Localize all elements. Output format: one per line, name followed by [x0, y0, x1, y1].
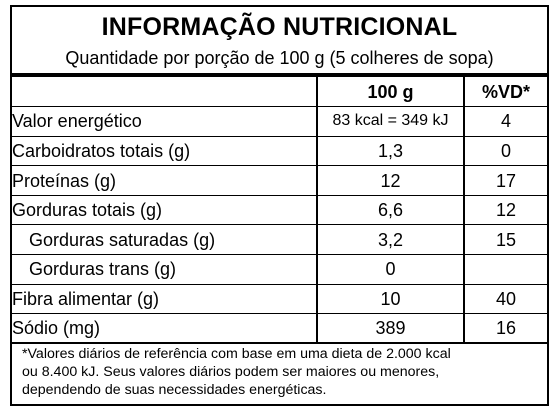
footnote-line: *Valores diários de referência com base …	[22, 346, 451, 362]
portion-size: Quantidade por porção de 100 g (5 colher…	[65, 48, 494, 68]
nutrient-name: Fibra alimentar (g)	[12, 284, 317, 315]
nutrient-amount: 10	[316, 284, 464, 315]
nutrient-amount: 12	[316, 165, 464, 196]
table-row: Gorduras totais (g) 6,6 12	[12, 195, 547, 226]
nutrient-daily-value	[463, 254, 547, 285]
nutrient-name: Gorduras saturadas (g)	[12, 224, 317, 256]
nutrient-daily-value: 40	[463, 284, 547, 315]
nutrient-name: Gorduras trans (g)	[12, 254, 317, 285]
nutrient-daily-value: 16	[463, 313, 547, 345]
table-row: Gorduras saturadas (g) 3,2 15	[12, 224, 547, 256]
nutrition-table: 100 g %VD* Valor energético 83 kcal = 34…	[12, 77, 547, 345]
footnote-line: dependendo de suas necessidades energéti…	[22, 382, 327, 398]
nutrient-name: Carboidratos totais (g)	[12, 136, 317, 167]
nutrient-name: Valor energético	[12, 106, 317, 137]
nutrient-daily-value: 12	[463, 195, 547, 226]
nutrient-name: Gorduras totais (g)	[12, 195, 317, 226]
table-row: Valor energético 83 kcal = 349 kJ 4	[12, 106, 547, 137]
nutrient-amount: 83 kcal = 349 kJ	[316, 106, 464, 137]
footnote-line: ou 8.400 kJ. Seus valores diários podem …	[22, 364, 440, 380]
table-row: Fibra alimentar (g) 10 40	[12, 284, 547, 315]
nutrient-daily-value: 4	[463, 106, 547, 137]
table-row: Proteínas (g) 12 17	[12, 165, 547, 196]
nutrient-amount: 389	[316, 313, 464, 345]
header-divider	[12, 73, 547, 77]
table-header-row: 100 g %VD*	[12, 77, 547, 108]
nutrition-facts-label: INFORMAÇÃO NUTRICIONAL Quantidade por po…	[10, 5, 549, 406]
nutrient-daily-value: 15	[463, 224, 547, 256]
nutrient-name: Proteínas (g)	[12, 165, 317, 196]
nutrient-amount: 0	[316, 254, 464, 285]
nutrient-daily-value: 0	[463, 136, 547, 167]
table-row: Gorduras trans (g) 0	[12, 254, 547, 285]
nutrient-name: Sódio (mg)	[12, 313, 317, 345]
header-daily-value: %VD*	[463, 77, 547, 108]
table-row: Sódio (mg) 389 16	[12, 313, 547, 345]
nutrient-daily-value: 17	[463, 165, 547, 196]
nutrient-amount: 1,3	[316, 136, 464, 167]
nutrient-amount: 3,2	[316, 224, 464, 256]
nutrient-amount: 6,6	[316, 195, 464, 226]
header-blank	[12, 77, 317, 108]
label-title: INFORMAÇÃO NUTRICIONAL	[101, 13, 458, 41]
header-amount: 100 g	[316, 77, 464, 108]
daily-value-footnote: *Valores diários de referência com base …	[22, 345, 539, 399]
table-row: Carboidratos totais (g) 1,3 0	[12, 136, 547, 167]
